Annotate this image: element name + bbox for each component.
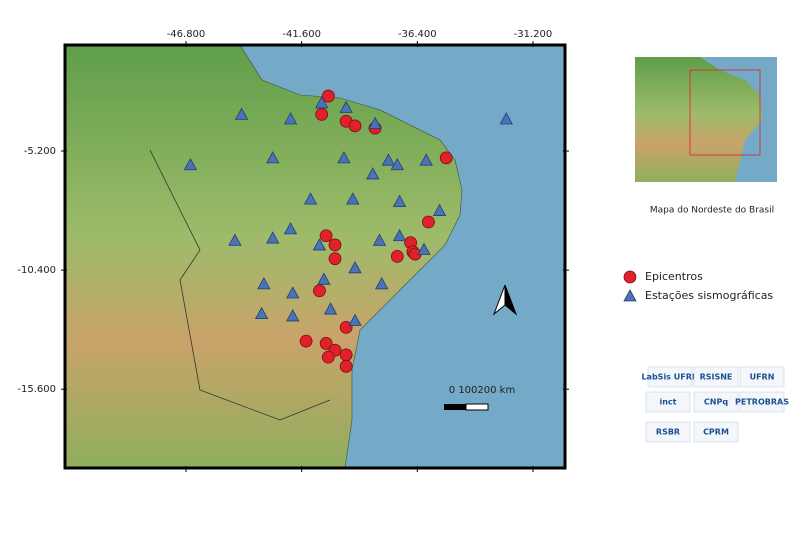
scale-label: 0 100200 km (449, 385, 515, 396)
station (339, 100, 353, 113)
logo-text: RSISNE (700, 373, 733, 382)
x-tick-label: -36.400 (398, 29, 437, 40)
station (228, 233, 242, 246)
logos: LabSis UFRN RSISNE UFRN inct CNPq PETROBRAS RS… (641, 366, 789, 443)
station (283, 112, 298, 125)
station (432, 203, 447, 216)
station (368, 116, 382, 129)
station (234, 107, 249, 120)
epicenter (339, 320, 353, 334)
y-tick-label: -15.600 (17, 384, 56, 395)
logo-box (645, 391, 691, 413)
station (257, 277, 271, 290)
legend-symbol (623, 270, 637, 284)
station (381, 153, 396, 166)
inset-caption: Mapa do Nordeste do Brasil (650, 206, 774, 216)
station (419, 153, 433, 166)
station (348, 261, 362, 274)
station (390, 157, 404, 171)
epicenter (390, 249, 404, 263)
logo-box (645, 421, 691, 443)
x-tick-label: -46.800 (167, 29, 206, 40)
epicenter (328, 238, 342, 252)
station (286, 286, 300, 299)
station (303, 192, 318, 205)
logo-text: inct (659, 398, 676, 407)
epicenter (328, 252, 342, 266)
station (286, 309, 300, 322)
epicenter (339, 348, 353, 362)
y-tick-label: -5.200 (24, 146, 56, 157)
epicenter (348, 119, 362, 133)
inset-map (635, 57, 777, 182)
epicenter (422, 215, 435, 229)
logo-box (739, 366, 785, 388)
logo-box (693, 421, 739, 443)
station (375, 277, 389, 290)
legend: Epicentros Estações sismográficas (623, 270, 773, 302)
station (499, 112, 513, 125)
epicenter (319, 337, 333, 350)
epicenter (319, 229, 333, 243)
epicenter (299, 334, 313, 348)
state-border (149, 149, 331, 421)
station (283, 222, 298, 235)
legend-label: Epicentros (645, 270, 703, 283)
logo-box (693, 391, 739, 413)
station (366, 167, 380, 180)
station (372, 233, 387, 246)
station (323, 302, 338, 315)
x-tick-label: -31.200 (514, 29, 553, 40)
logo-text: CPRM (703, 428, 729, 437)
epicenter (321, 350, 335, 364)
epicenter (339, 359, 353, 373)
station (183, 157, 198, 171)
land (65, 45, 463, 468)
station (317, 272, 331, 285)
y-tick-label: -10.400 (17, 265, 56, 276)
station (266, 231, 280, 244)
x-tick-label: -41.600 (282, 29, 321, 40)
logo-box (647, 366, 693, 388)
logo-box (739, 391, 785, 413)
map (65, 45, 565, 468)
legend-label: Estações sismográficas (645, 289, 773, 302)
logo-text: UFRN (750, 373, 775, 382)
station (254, 306, 269, 320)
station (314, 96, 329, 109)
epicenter (439, 151, 453, 165)
map-frame (63, 43, 567, 470)
epicenter (321, 89, 335, 103)
station (312, 238, 327, 251)
logo-text: RSBR (656, 428, 680, 437)
station (346, 192, 360, 205)
station (417, 242, 431, 255)
station (392, 228, 407, 242)
station (337, 151, 351, 164)
logo-text: PETROBRAS (735, 398, 789, 407)
epicenter (315, 107, 329, 121)
logo-text: LabSis UFRN (641, 373, 698, 382)
north-arrow (492, 284, 518, 316)
logo-text: CNPq (704, 398, 728, 407)
scale-bar (444, 403, 489, 411)
station (392, 194, 407, 207)
station (348, 313, 362, 326)
logo-box (693, 366, 739, 388)
epicenter (313, 284, 326, 298)
station (266, 151, 280, 164)
legend-symbol (623, 289, 637, 302)
